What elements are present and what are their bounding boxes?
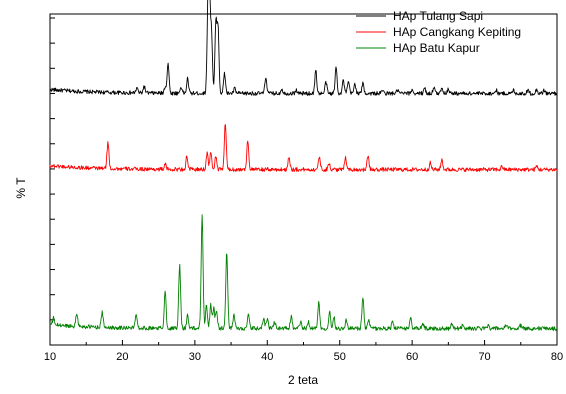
x-tick-label: 30 xyxy=(189,351,201,363)
series-line-3 xyxy=(49,214,558,331)
x-axis-label: 2 teta xyxy=(288,373,318,387)
plot-area: 10 20 30 40 50 60 70 80 xyxy=(44,0,563,363)
series-line-1 xyxy=(49,0,558,96)
x-tick-label: 20 xyxy=(116,351,128,363)
x-tick-label: 60 xyxy=(406,351,418,363)
x-tick-label: 10 xyxy=(44,351,56,363)
plot-frame xyxy=(49,13,558,346)
y-axis-ticks xyxy=(50,17,55,346)
x-tick-label: 40 xyxy=(261,351,273,363)
x-tick-label: 70 xyxy=(478,351,490,363)
series-line-2 xyxy=(49,124,558,173)
legend-label-2: HAp Cangkang Kepiting xyxy=(393,25,521,39)
legend-label-1: HAp Tulang Sapi xyxy=(393,9,483,23)
series-layer xyxy=(49,0,558,331)
x-axis-ticks: 10 20 30 40 50 60 70 80 xyxy=(44,340,563,363)
y-axis-label: % T xyxy=(14,177,28,199)
x-tick-label: 80 xyxy=(551,351,563,363)
legend-label-3: HAp Batu Kapur xyxy=(393,41,480,55)
x-tick-label: 50 xyxy=(334,351,346,363)
legend: HAp Tulang Sapi HAp Cangkang Kepiting HAp … xyxy=(356,9,521,55)
